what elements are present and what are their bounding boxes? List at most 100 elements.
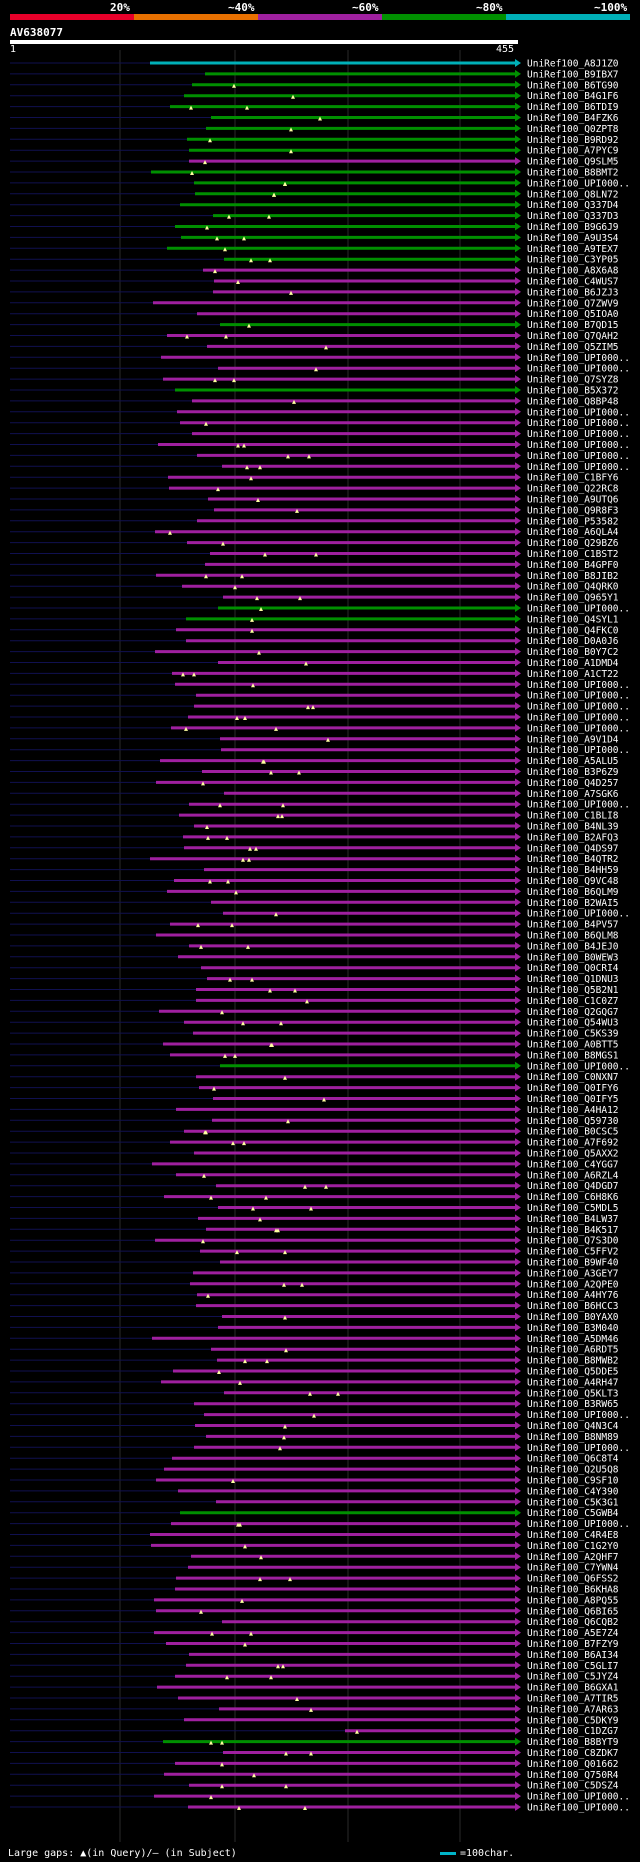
hit-label[interactable]: UniRef100_Q29BZ6	[527, 538, 619, 549]
hit-label[interactable]: UniRef100_A4HA12	[527, 1105, 619, 1116]
hit-label[interactable]: UniRef100_Q54WU3	[527, 1018, 619, 1029]
hit-label[interactable]: UniRef100_A7F692	[527, 1138, 619, 1149]
hit-label[interactable]: UniRef100_A8X6A8	[527, 266, 619, 277]
hit-label[interactable]: UniRef100_Q337D3	[527, 211, 619, 222]
hit-label[interactable]: UniRef100_UPI000..	[527, 713, 630, 724]
hit-label[interactable]: UniRef100_C5KS39	[527, 1029, 619, 1040]
hit-label[interactable]: UniRef100_B6AI34	[527, 1650, 619, 1661]
hit-label[interactable]: UniRef100_A5ALU5	[527, 756, 619, 767]
hit-label[interactable]: UniRef100_Q4FKC0	[527, 625, 619, 636]
hit-label[interactable]: UniRef100_P53582	[527, 516, 619, 527]
hit-label[interactable]: UniRef100_B3P6Z9	[527, 767, 619, 778]
hit-label[interactable]: UniRef100_B4GPF0	[527, 560, 619, 571]
hit-label[interactable]: UniRef100_B6KHA8	[527, 1585, 619, 1596]
hit-label[interactable]: UniRef100_C4R4E8	[527, 1530, 619, 1541]
hit-label[interactable]: UniRef100_UPI000..	[527, 462, 630, 473]
hit-label[interactable]: UniRef100_B7FZY9	[527, 1639, 619, 1650]
hit-label[interactable]: UniRef100_Q9SLM5	[527, 157, 619, 168]
hit-label[interactable]: UniRef100_D0A0J6	[527, 636, 619, 647]
hit-label[interactable]: UniRef100_A8J1Z0	[527, 59, 619, 70]
hit-label[interactable]: UniRef100_C4Y390	[527, 1486, 619, 1497]
hit-label[interactable]: UniRef100_Q6CQB2	[527, 1617, 619, 1628]
hit-label[interactable]: UniRef100_B8BMT2	[527, 168, 619, 179]
hit-label[interactable]: UniRef100_C5GWB4	[527, 1508, 619, 1519]
hit-label[interactable]: UniRef100_Q2U5Q8	[527, 1465, 619, 1476]
hit-label[interactable]: UniRef100_Q7S3D0	[527, 1236, 619, 1247]
hit-label[interactable]: UniRef100_B6QLM8	[527, 931, 619, 942]
hit-label[interactable]: UniRef100_Q4DGD7	[527, 1181, 619, 1192]
hit-label[interactable]: UniRef100_B7QD15	[527, 320, 619, 331]
hit-label[interactable]: UniRef100_C7YWN4	[527, 1563, 619, 1574]
hit-label[interactable]: UniRef100_B6QLM9	[527, 887, 619, 898]
hit-label[interactable]: UniRef100_B9G6J9	[527, 222, 619, 233]
hit-label[interactable]: UniRef100_UPI000..	[527, 909, 630, 920]
hit-label[interactable]: UniRef100_B4FZK6	[527, 113, 619, 124]
hit-label[interactable]: UniRef100_Q0IFY6	[527, 1083, 619, 1094]
hit-label[interactable]: UniRef100_UPI000..	[527, 1803, 630, 1814]
hit-label[interactable]: UniRef100_Q6BI65	[527, 1606, 619, 1617]
hit-label[interactable]: UniRef100_UPI000..	[527, 604, 630, 615]
hit-label[interactable]: UniRef100_B4G1F6	[527, 91, 619, 102]
hit-label[interactable]: UniRef100_B9RD92	[527, 135, 619, 146]
hit-label[interactable]: UniRef100_Q4QRK0	[527, 582, 619, 593]
hit-label[interactable]: UniRef100_A2QHF7	[527, 1552, 619, 1563]
hit-label[interactable]: UniRef100_Q22RC8	[527, 484, 619, 495]
hit-label[interactable]: UniRef100_A7PYC9	[527, 146, 619, 157]
hit-label[interactable]: UniRef100_B6TG90	[527, 80, 619, 91]
hit-label[interactable]: UniRef100_C5DKY9	[527, 1715, 619, 1726]
hit-label[interactable]: UniRef100_B8MWB2	[527, 1356, 619, 1367]
hit-label[interactable]: UniRef100_B4LW37	[527, 1214, 619, 1225]
hit-label[interactable]: UniRef100_Q6FSS2	[527, 1574, 619, 1585]
hit-label[interactable]: UniRef100_B8NM89	[527, 1432, 619, 1443]
hit-label[interactable]: UniRef100_C9SF10	[527, 1476, 619, 1487]
hit-label[interactable]: UniRef100_UPI000..	[527, 440, 630, 451]
hit-label[interactable]: UniRef100_UPI000..	[527, 451, 630, 462]
hit-label[interactable]: UniRef100_Q7QAH2	[527, 331, 619, 342]
hit-label[interactable]: UniRef100_A7AR63	[527, 1704, 619, 1715]
hit-label[interactable]: UniRef100_C4WUS7	[527, 277, 619, 288]
hit-label[interactable]: UniRef100_C5JYZ4	[527, 1672, 619, 1683]
hit-label[interactable]: UniRef100_UPI000..	[527, 407, 630, 418]
hit-label[interactable]: UniRef100_A9U3S4	[527, 233, 619, 244]
hit-label[interactable]: UniRef100_UPI000..	[527, 364, 630, 375]
hit-label[interactable]: UniRef100_A5DM46	[527, 1334, 619, 1345]
hit-label[interactable]: UniRef100_B0YAX0	[527, 1312, 619, 1323]
hit-label[interactable]: UniRef100_Q0ZPT8	[527, 124, 619, 135]
hit-label[interactable]: UniRef100_UPI000..	[527, 1061, 630, 1072]
hit-label[interactable]: UniRef100_A2QPE0	[527, 1279, 619, 1290]
hit-label[interactable]: UniRef100_Q5AXX2	[527, 1149, 619, 1160]
hit-label[interactable]: UniRef100_B4NL39	[527, 822, 619, 833]
hit-label[interactable]: UniRef100_A6QLA4	[527, 527, 619, 538]
hit-label[interactable]: UniRef100_UPI000..	[527, 723, 630, 734]
hit-label[interactable]: UniRef100_UPI000..	[527, 418, 630, 429]
hit-label[interactable]: UniRef100_C5MDL5	[527, 1203, 619, 1214]
hit-label[interactable]: UniRef100_A4HY76	[527, 1290, 619, 1301]
hit-label[interactable]: UniRef100_A8PQ55	[527, 1595, 619, 1606]
hit-label[interactable]: UniRef100_A9V1D4	[527, 734, 619, 745]
hit-label[interactable]: UniRef100_C8ZDK7	[527, 1748, 619, 1759]
hit-label[interactable]: UniRef100_A3GEY7	[527, 1268, 619, 1279]
hit-label[interactable]: UniRef100_B5X372	[527, 386, 619, 397]
hit-label[interactable]: UniRef100_B8JIB2	[527, 571, 619, 582]
hit-label[interactable]: UniRef100_B8BYT9	[527, 1737, 619, 1748]
hit-label[interactable]: UniRef100_UPI000..	[527, 691, 630, 702]
hit-label[interactable]: UniRef100_B3RW65	[527, 1399, 619, 1410]
hit-label[interactable]: UniRef100_B4QTR2	[527, 854, 619, 865]
hit-label[interactable]: UniRef100_C5K3G1	[527, 1497, 619, 1508]
hit-label[interactable]: UniRef100_A4RH47	[527, 1377, 619, 1388]
hit-label[interactable]: UniRef100_C4YGG7	[527, 1159, 619, 1170]
hit-label[interactable]: UniRef100_Q0CRI4	[527, 963, 619, 974]
hit-label[interactable]: UniRef100_Q4DS97	[527, 843, 619, 854]
hit-label[interactable]: UniRef100_C3YP05	[527, 255, 619, 266]
hit-label[interactable]: UniRef100_B6GXA1	[527, 1683, 619, 1694]
hit-label[interactable]: UniRef100_UPI000..	[527, 745, 630, 756]
hit-label[interactable]: UniRef100_B3M040	[527, 1323, 619, 1334]
hit-label[interactable]: UniRef100_B4K517	[527, 1225, 619, 1236]
hit-label[interactable]: UniRef100_UPI000..	[527, 1410, 630, 1421]
hit-label[interactable]: UniRef100_Q4D257	[527, 778, 619, 789]
hit-label[interactable]: UniRef100_Q8LN72	[527, 189, 619, 200]
hit-label[interactable]: UniRef100_Q965Y1	[527, 593, 619, 604]
hit-label[interactable]: UniRef100_UPI000..	[527, 353, 630, 364]
hit-label[interactable]: UniRef100_C1G2Y0	[527, 1541, 619, 1552]
hit-label[interactable]: UniRef100_B2AFQ3	[527, 832, 619, 843]
